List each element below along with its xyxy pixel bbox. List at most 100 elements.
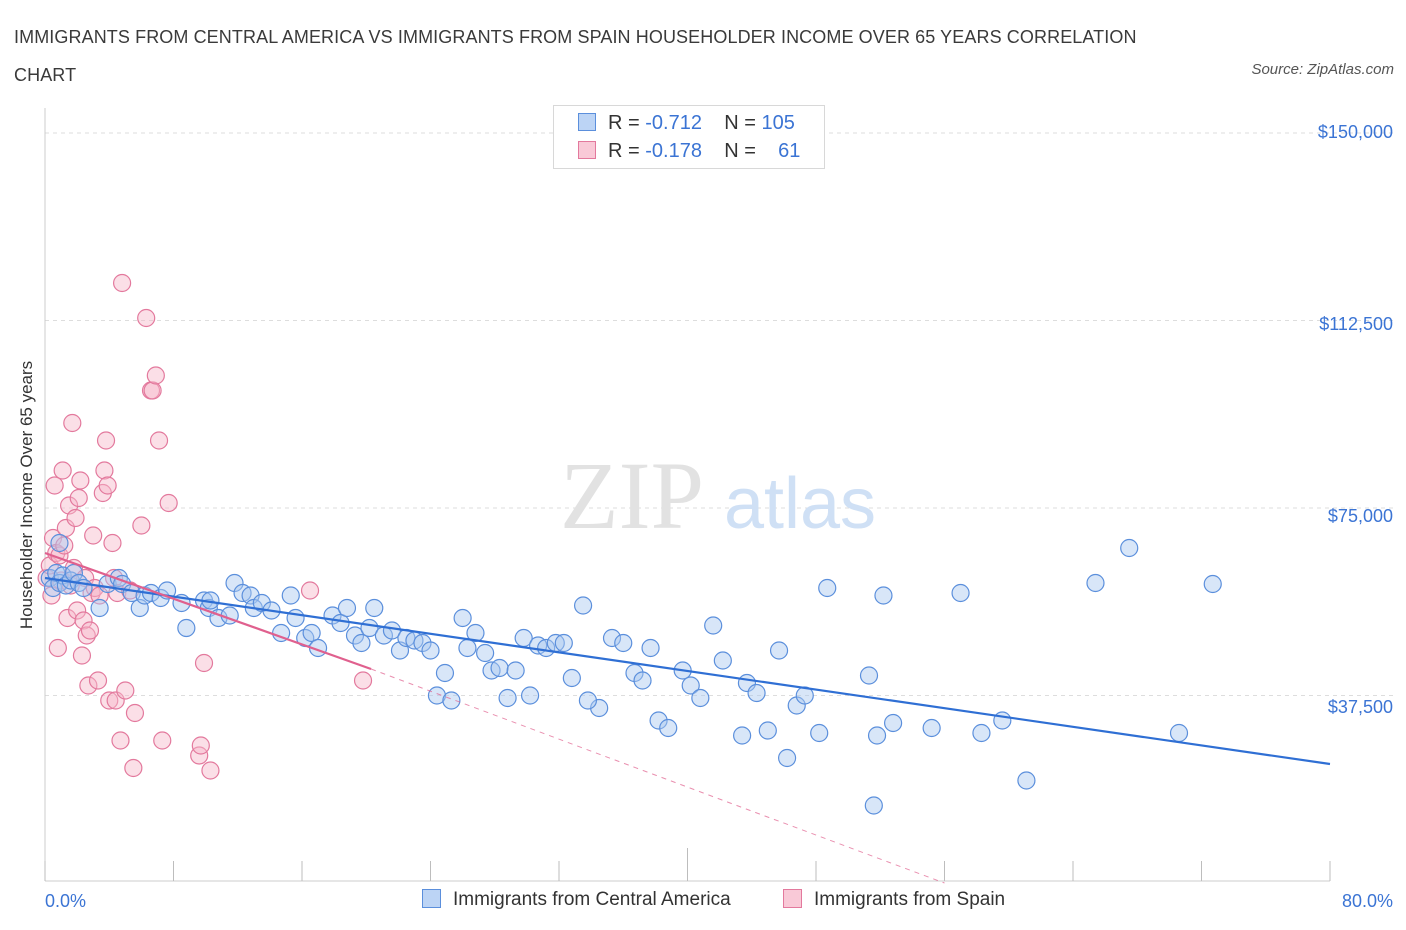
central-america-point xyxy=(659,718,678,738)
spain-point xyxy=(71,471,90,490)
central-america-point xyxy=(50,533,69,553)
bottom-legend-spain: Immigrants from Spain xyxy=(783,889,1005,911)
central-america-point xyxy=(1017,771,1036,790)
n-value: 61 xyxy=(778,140,801,162)
spain-point xyxy=(84,526,103,545)
chart-title: IMMIGRANTS FROM CENTRAL AMERICA VS IMMIG… xyxy=(14,27,1137,85)
central-america-point xyxy=(747,683,766,703)
spain-point xyxy=(111,731,130,750)
bottom-legend-central-america: Immigrants from Central America xyxy=(422,889,731,911)
spain-point xyxy=(56,518,75,538)
spain-point xyxy=(149,431,169,450)
central-america-point xyxy=(758,721,777,740)
central-america-point xyxy=(1120,538,1139,558)
r-value: -0.712 xyxy=(645,112,702,134)
central-america-point xyxy=(704,616,723,635)
central-america-point xyxy=(421,641,440,660)
central-america-point xyxy=(302,623,321,643)
central-america-point xyxy=(810,723,829,743)
central-america-point xyxy=(177,618,196,638)
central-america-point xyxy=(972,723,991,743)
blue-swatch-icon xyxy=(578,113,596,131)
central-america-point xyxy=(506,661,525,680)
spain-point xyxy=(106,691,125,710)
spain-point xyxy=(55,536,74,555)
spain-point xyxy=(153,731,172,750)
central-america-point xyxy=(554,633,573,653)
central-america-point xyxy=(490,658,509,678)
x-tick-label-min: 0.0% xyxy=(45,891,87,911)
y-tick-label: $150,000 xyxy=(1317,122,1393,142)
r-label: R = xyxy=(608,112,646,134)
stats-legend: R = -0.712 N = 105 R = -0.178 N = 61 xyxy=(553,105,825,169)
central-america-point xyxy=(859,666,879,685)
central-america-point xyxy=(602,628,622,648)
central-america-point xyxy=(458,638,477,658)
axes xyxy=(44,108,1331,882)
spain-point xyxy=(69,488,88,508)
central-america-point xyxy=(993,711,1012,730)
central-america-point xyxy=(352,633,371,653)
central-america-point xyxy=(1086,573,1105,593)
central-america-point xyxy=(476,643,495,663)
spain-point xyxy=(194,653,214,673)
central-america-trend-line xyxy=(44,576,1331,766)
watermark: ZIP atlas xyxy=(560,442,876,549)
spain-trend-extension xyxy=(370,668,945,884)
central-america-point xyxy=(520,686,540,705)
spain-point xyxy=(116,681,135,700)
spain-point xyxy=(201,761,220,780)
spain-point xyxy=(353,671,373,690)
spain-trend-line xyxy=(44,551,372,671)
spain-point xyxy=(112,273,132,293)
central-america-point xyxy=(365,598,384,618)
y-tick-label: $112,500 xyxy=(1319,314,1393,334)
spain-point xyxy=(79,676,98,695)
spain-point xyxy=(146,366,165,385)
central-america-point xyxy=(867,726,887,745)
spain-point xyxy=(63,413,82,433)
spain-point xyxy=(191,736,210,755)
central-america-point xyxy=(435,663,455,683)
central-america-point xyxy=(498,688,517,708)
spain-point xyxy=(45,476,64,495)
central-america-point xyxy=(818,578,837,598)
central-america-point xyxy=(337,598,357,618)
central-america-point xyxy=(286,608,305,628)
central-america-point xyxy=(453,608,472,628)
x-tick-label-max: 80.0% xyxy=(1341,891,1393,911)
source-label: Source: ZipAtlas.com xyxy=(1251,61,1394,78)
y-tick-label: $75,000 xyxy=(1327,506,1393,526)
y-tick-label: $37,500 xyxy=(1327,697,1393,717)
watermark-atlas: atlas xyxy=(724,464,876,544)
spain-point xyxy=(143,381,162,400)
spain-point xyxy=(125,703,145,723)
central-america-point xyxy=(345,626,365,645)
central-america-point xyxy=(713,651,732,670)
central-america-point xyxy=(681,676,700,695)
blue-swatch-icon xyxy=(422,889,441,908)
central-america-point xyxy=(562,668,581,688)
spain-point xyxy=(124,758,143,778)
central-america-point xyxy=(427,686,447,705)
spain-point xyxy=(77,626,96,645)
spain-point xyxy=(137,308,156,328)
legend-row-spain: R = -0.178 N = 61 xyxy=(578,140,800,166)
central-america-point xyxy=(641,638,660,658)
spain-point xyxy=(132,516,151,535)
central-america-point xyxy=(864,796,883,815)
spain-point xyxy=(96,431,116,450)
spain-point xyxy=(88,671,108,690)
r-value: -0.178 xyxy=(645,140,702,162)
central-america-point xyxy=(874,586,893,605)
central-america-point xyxy=(1169,723,1189,743)
central-america-point xyxy=(633,671,652,690)
central-america-point xyxy=(769,641,789,660)
spain-point xyxy=(74,611,93,630)
spain-point xyxy=(95,461,114,480)
y-axis-label: Householder Income Over 65 years xyxy=(17,360,36,630)
central-america-point xyxy=(883,713,903,733)
spain-point xyxy=(103,533,122,553)
watermark-zip: ZIP xyxy=(560,442,704,549)
